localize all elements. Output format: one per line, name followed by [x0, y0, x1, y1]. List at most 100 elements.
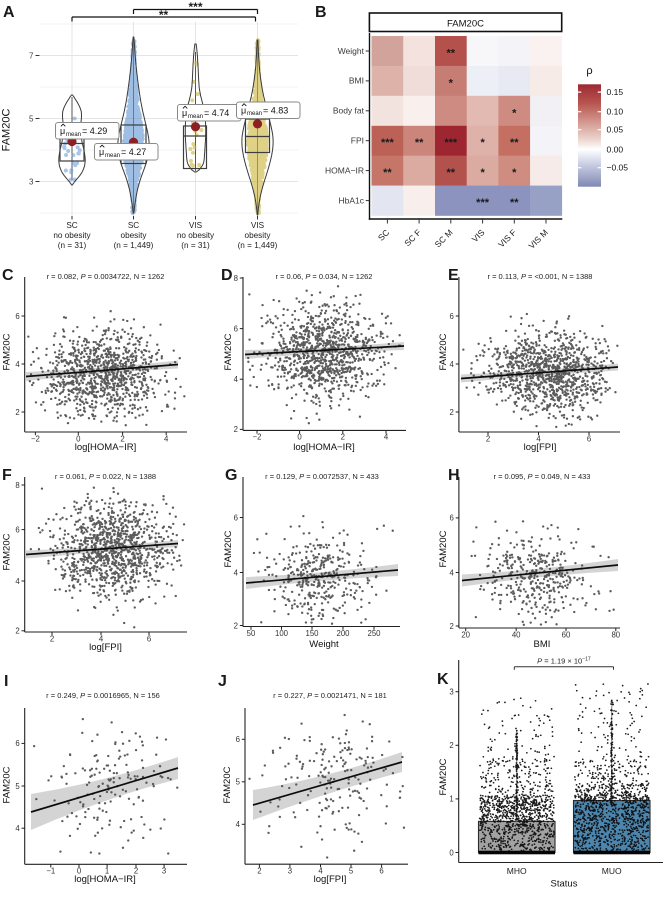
- svg-text:*: *: [512, 167, 517, 179]
- svg-text:20: 20: [461, 630, 470, 639]
- svg-text:r = 0.082, P = 0.0034722, N =: r = 0.082, P = 0.0034722, N = 1262: [47, 272, 165, 281]
- svg-text:3: 3: [162, 867, 166, 876]
- svg-text:5: 5: [236, 778, 241, 787]
- svg-text:FAM20C: FAM20C: [438, 530, 449, 567]
- svg-text:μ: μ: [182, 108, 187, 118]
- svg-text:8: 8: [15, 481, 19, 490]
- svg-text:4: 4: [15, 360, 20, 369]
- svg-text:log[FPI]: log[FPI]: [89, 642, 122, 653]
- svg-text:H: H: [448, 467, 460, 484]
- svg-text:r = 0.06, P = 0.034, N = 1262: r = 0.06, P = 0.034, N = 1262: [276, 272, 373, 281]
- svg-text:K: K: [437, 671, 449, 688]
- svg-text:mean: mean: [105, 153, 120, 159]
- svg-text:3: 3: [29, 177, 34, 186]
- svg-text:C: C: [2, 267, 14, 284]
- svg-text:G: G: [225, 467, 237, 484]
- svg-text:FAM20C: FAM20C: [2, 333, 13, 370]
- svg-text:*: *: [449, 77, 454, 89]
- svg-text:**: **: [447, 167, 456, 179]
- svg-text:FAM20C: FAM20C: [222, 766, 233, 803]
- svg-text:Body fat: Body fat: [333, 106, 365, 116]
- svg-text:P = 1.19 × 10−17: P = 1.19 × 10−17: [537, 657, 591, 666]
- svg-text:VIS: VIS: [251, 221, 265, 230]
- svg-text:Weight: Weight: [309, 639, 339, 650]
- svg-text:250: 250: [367, 629, 381, 638]
- svg-text:0: 0: [297, 433, 302, 442]
- svg-text:I: I: [4, 673, 8, 690]
- svg-text:mean: mean: [188, 114, 203, 120]
- svg-text:6: 6: [15, 312, 19, 321]
- svg-text:60: 60: [562, 630, 571, 639]
- svg-text:0.15: 0.15: [607, 87, 624, 97]
- svg-text:MUO: MUO: [602, 866, 622, 876]
- svg-text:***: ***: [476, 197, 490, 209]
- svg-text:SC M: SC M: [433, 227, 455, 249]
- svg-text:4: 4: [15, 577, 20, 586]
- svg-text:4: 4: [99, 634, 104, 643]
- svg-text:6: 6: [379, 867, 383, 876]
- svg-text:4: 4: [318, 867, 323, 876]
- svg-text:4: 4: [234, 568, 239, 577]
- svg-text:6: 6: [450, 514, 454, 523]
- svg-text:2: 2: [257, 867, 261, 876]
- svg-text:D: D: [221, 267, 233, 284]
- svg-text:5: 5: [29, 114, 34, 123]
- svg-text:4: 4: [536, 434, 541, 443]
- svg-text:3: 3: [449, 688, 453, 697]
- svg-text:μ: μ: [241, 106, 246, 116]
- svg-text:4: 4: [450, 360, 455, 369]
- svg-text:J: J: [218, 673, 227, 690]
- svg-text:6: 6: [15, 525, 19, 534]
- svg-text:VIS: VIS: [189, 221, 203, 230]
- svg-text:***: ***: [188, 0, 202, 14]
- svg-text:1: 1: [449, 795, 453, 804]
- svg-text:**: **: [510, 137, 519, 149]
- svg-text:B: B: [315, 4, 327, 21]
- svg-text:2: 2: [486, 434, 490, 443]
- svg-text:**: **: [447, 48, 456, 60]
- svg-text:SC: SC: [128, 221, 139, 230]
- svg-text:*: *: [512, 107, 517, 119]
- svg-text:**: **: [415, 137, 424, 149]
- svg-text:6: 6: [587, 434, 591, 443]
- svg-text:***: ***: [444, 137, 458, 149]
- svg-text:4: 4: [450, 568, 455, 577]
- svg-text:SC: SC: [66, 221, 77, 230]
- svg-text:3: 3: [288, 867, 292, 876]
- svg-text:150: 150: [305, 629, 319, 638]
- svg-text:4: 4: [164, 434, 169, 443]
- svg-text:2: 2: [15, 627, 19, 636]
- svg-text:6: 6: [234, 513, 238, 522]
- svg-text:SC: SC: [376, 227, 391, 242]
- svg-text:FAM20C: FAM20C: [1, 109, 13, 152]
- svg-text:Weight: Weight: [338, 46, 365, 56]
- svg-text:Status: Status: [551, 879, 578, 890]
- svg-text:2: 2: [450, 408, 454, 417]
- svg-text:80: 80: [611, 630, 620, 639]
- svg-text:200: 200: [336, 629, 350, 638]
- svg-text:2: 2: [120, 434, 124, 443]
- svg-text:(n = 1,449): (n = 1,449): [238, 241, 278, 250]
- svg-text:4: 4: [15, 824, 20, 833]
- svg-text:2: 2: [234, 425, 238, 434]
- svg-text:= 4.27: = 4.27: [121, 147, 146, 157]
- svg-text:log[FPI]: log[FPI]: [314, 874, 347, 885]
- svg-text:**: **: [159, 8, 169, 22]
- svg-text:−0.05: −0.05: [607, 163, 629, 173]
- svg-text:no obesity: no obesity: [53, 231, 91, 240]
- svg-text:0: 0: [449, 848, 454, 857]
- svg-text:VIS F: VIS F: [496, 227, 518, 249]
- svg-text:r = 0.113, P = <0.001, N = 138: r = 0.113, P = <0.001, N = 1388: [488, 272, 593, 281]
- svg-text:SC F: SC F: [402, 227, 423, 248]
- svg-text:FAM20C: FAM20C: [438, 333, 449, 370]
- svg-text:2: 2: [450, 622, 454, 631]
- svg-text:FAM20C: FAM20C: [2, 766, 13, 803]
- svg-text:ρ: ρ: [586, 65, 592, 77]
- svg-text:log[HOMA−IR]: log[HOMA−IR]: [74, 874, 136, 885]
- svg-text:0: 0: [77, 867, 82, 876]
- svg-text:r = 0.095, P = 0.049, N = 433: r = 0.095, P = 0.049, N = 433: [494, 472, 591, 481]
- svg-text:4: 4: [384, 433, 389, 442]
- svg-text:HbA1c: HbA1c: [338, 195, 364, 205]
- svg-text:= 4.83: = 4.83: [263, 106, 288, 116]
- svg-text:100: 100: [275, 629, 289, 638]
